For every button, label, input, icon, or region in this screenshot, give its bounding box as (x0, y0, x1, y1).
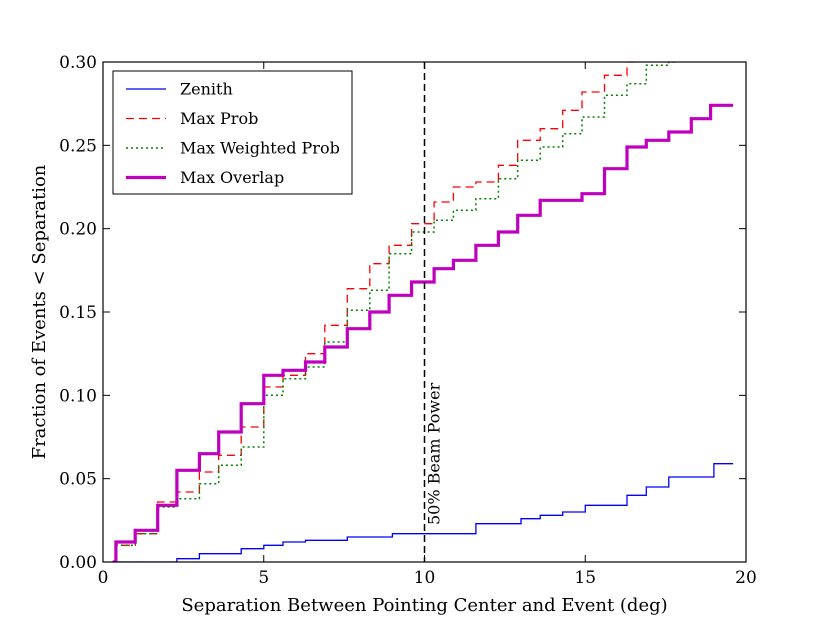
series-line-max-overlap (112, 103, 734, 562)
legend-items: Zenith Max Prob Max Weighted Prob Max Overl… (126, 80, 340, 187)
legend-label: Max Weighted Prob (180, 139, 340, 158)
x-axis-label: Separation Between Pointing Center and E… (181, 595, 667, 616)
legend-label: Max Overlap (180, 168, 284, 187)
x-tick-label: 0 (98, 568, 109, 588)
legend-label: Zenith (180, 80, 233, 99)
x-tick-label: 5 (258, 568, 269, 588)
annotation-layer: 50% Beam Power (423, 62, 444, 562)
annotation-label: 50% Beam Power (425, 382, 444, 525)
x-tick-label: 10 (414, 568, 436, 588)
legend-label: Max Prob (180, 109, 258, 128)
y-tick-label: 0.00 (59, 553, 97, 573)
x-tick-label: 20 (735, 568, 757, 588)
y-tick-label: 0.10 (59, 386, 97, 406)
y-tick-label: 0.20 (59, 220, 97, 240)
series-layer (112, 62, 734, 562)
legend-frame (112, 70, 353, 195)
series-line-max-weighted-prob (112, 62, 676, 562)
y-tick-label: 0.25 (59, 136, 97, 156)
series-line-max-prob (112, 62, 637, 562)
y-tick-label: 0.30 (59, 53, 97, 73)
y-tick-label: 0.05 (59, 470, 97, 490)
x-tick-label: 15 (574, 568, 596, 588)
y-axis-label: Fraction of Events < Separation (29, 164, 50, 459)
legend: Zenith Max Prob Max Weighted Prob Max Overl… (112, 70, 353, 195)
y-tick-label: 0.15 (59, 303, 97, 323)
series-line-zenith (112, 463, 734, 562)
tick-layer: 0 5 10 15 20 0.00 0.05 0.10 0.15 0.20 0.25 0.30 (59, 53, 757, 588)
